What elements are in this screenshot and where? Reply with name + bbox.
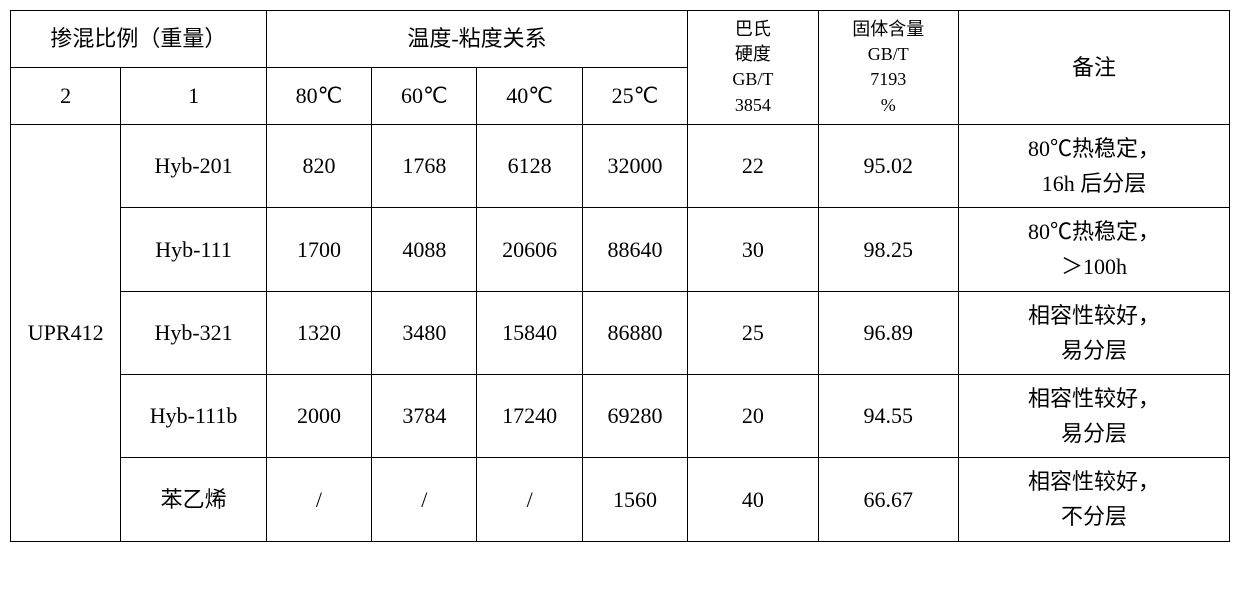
th-temp-visc: 温度-粘度关系 bbox=[266, 11, 687, 68]
data-row: Hyb-111 1700 4088 20606 88640 30 98.25 8… bbox=[11, 208, 1230, 291]
cell-solid: 98.25 bbox=[818, 208, 958, 291]
cell-name: Hyb-111b bbox=[121, 374, 266, 457]
th-t40: 40℃ bbox=[477, 67, 582, 124]
cell-v25: 1560 bbox=[582, 458, 687, 541]
cell-solid: 96.89 bbox=[818, 291, 958, 374]
cell-name: Hyb-201 bbox=[121, 124, 266, 207]
cell-hard: 22 bbox=[688, 124, 818, 207]
cell-v80: 2000 bbox=[266, 374, 371, 457]
header-row-1: 掺混比例（重量） 温度-粘度关系 巴氏硬度GB/T3854 固体含量GB/T71… bbox=[11, 11, 1230, 68]
cell-name: 苯乙烯 bbox=[121, 458, 266, 541]
cell-v40: 15840 bbox=[477, 291, 582, 374]
cell-v60: / bbox=[372, 458, 477, 541]
group-cell: UPR412 bbox=[11, 124, 121, 541]
cell-hard: 20 bbox=[688, 374, 818, 457]
cell-v25: 88640 bbox=[582, 208, 687, 291]
cell-v80: / bbox=[266, 458, 371, 541]
th-mix-ratio: 掺混比例（重量） bbox=[11, 11, 267, 68]
th-t25: 25℃ bbox=[582, 67, 687, 124]
cell-v80: 820 bbox=[266, 124, 371, 207]
cell-v60: 3784 bbox=[372, 374, 477, 457]
cell-note: 相容性较好，易分层 bbox=[959, 291, 1230, 374]
data-row: Hyb-111b 2000 3784 17240 69280 20 94.55 … bbox=[11, 374, 1230, 457]
data-row: 苯乙烯 / / / 1560 40 66.67 相容性较好，不分层 bbox=[11, 458, 1230, 541]
data-table: 掺混比例（重量） 温度-粘度关系 巴氏硬度GB/T3854 固体含量GB/T71… bbox=[10, 10, 1230, 542]
cell-note: 80℃热稳定，16h 后分层 bbox=[959, 124, 1230, 207]
cell-v60: 4088 bbox=[372, 208, 477, 291]
cell-hard: 30 bbox=[688, 208, 818, 291]
cell-v40: 17240 bbox=[477, 374, 582, 457]
data-row: Hyb-321 1320 3480 15840 86880 25 96.89 相… bbox=[11, 291, 1230, 374]
cell-v60: 1768 bbox=[372, 124, 477, 207]
cell-solid: 95.02 bbox=[818, 124, 958, 207]
cell-note: 相容性较好，不分层 bbox=[959, 458, 1230, 541]
cell-note: 80℃热稳定，＞100h bbox=[959, 208, 1230, 291]
th-t60: 60℃ bbox=[372, 67, 477, 124]
cell-v40: / bbox=[477, 458, 582, 541]
cell-solid: 66.67 bbox=[818, 458, 958, 541]
cell-name: Hyb-321 bbox=[121, 291, 266, 374]
th-barcol: 巴氏硬度GB/T3854 bbox=[688, 11, 818, 125]
cell-v80: 1700 bbox=[266, 208, 371, 291]
cell-solid: 94.55 bbox=[818, 374, 958, 457]
cell-hard: 40 bbox=[688, 458, 818, 541]
cell-name: Hyb-111 bbox=[121, 208, 266, 291]
th-t80: 80℃ bbox=[266, 67, 371, 124]
cell-hard: 25 bbox=[688, 291, 818, 374]
cell-v25: 32000 bbox=[582, 124, 687, 207]
th-remark: 备注 bbox=[959, 11, 1230, 125]
cell-v80: 1320 bbox=[266, 291, 371, 374]
th-two: 2 bbox=[11, 67, 121, 124]
cell-v40: 6128 bbox=[477, 124, 582, 207]
data-row: UPR412 Hyb-201 820 1768 6128 32000 22 95… bbox=[11, 124, 1230, 207]
cell-v25: 86880 bbox=[582, 291, 687, 374]
cell-note: 相容性较好，易分层 bbox=[959, 374, 1230, 457]
cell-v40: 20606 bbox=[477, 208, 582, 291]
cell-v25: 69280 bbox=[582, 374, 687, 457]
th-one: 1 bbox=[121, 67, 266, 124]
th-solid: 固体含量GB/T7193% bbox=[818, 11, 958, 125]
cell-v60: 3480 bbox=[372, 291, 477, 374]
